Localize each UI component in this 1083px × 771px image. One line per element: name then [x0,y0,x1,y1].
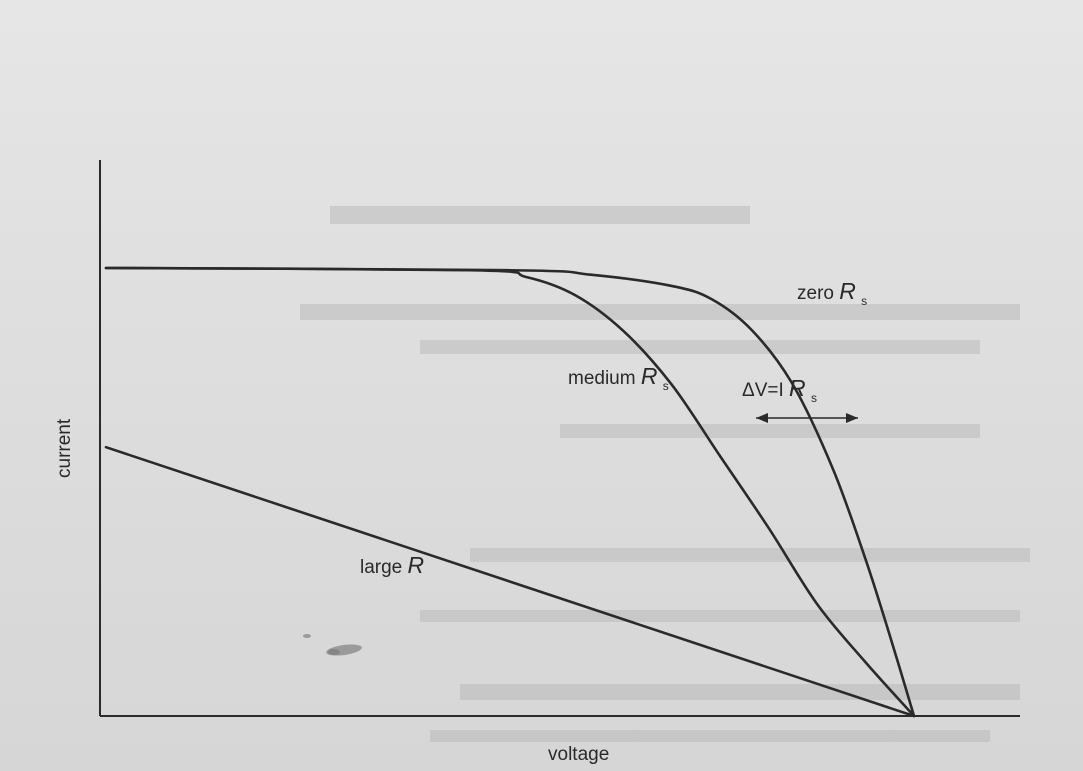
large-r-label: large R [360,552,424,578]
medium-rs-text: medium [568,368,641,389]
series-line-medium-rs [104,266,916,718]
zero-rs-sub: s [861,294,867,308]
y-axis-label: current [54,418,75,478]
delta-v-prefix: ΔV=I [742,380,789,401]
delta-v-arrow-left-head [756,413,768,423]
delta-v-sub: s [811,391,817,405]
medium-rs-label: medium R s [568,363,669,393]
smudge-mark [303,634,362,656]
series-line-large-r [104,445,916,718]
delta-v-label: ΔV=I R s [742,375,817,405]
zero-rs-text: zero [797,283,839,304]
medium-rs-var: R [641,363,658,389]
series-line-zero-rs [104,266,916,718]
zero-rs-label: zero R s [797,278,867,308]
delta-v-arrow-right-head [846,413,858,423]
medium-rs-sub: s [663,379,669,393]
large-r-text: large [360,557,408,578]
zero-rs-var: R [839,278,856,304]
smudge-dot [328,649,340,655]
large-r-var: R [408,552,425,578]
delta-v-var: R [789,375,806,401]
smudge-dot [303,634,311,638]
x-axis-label: voltage [548,744,609,765]
